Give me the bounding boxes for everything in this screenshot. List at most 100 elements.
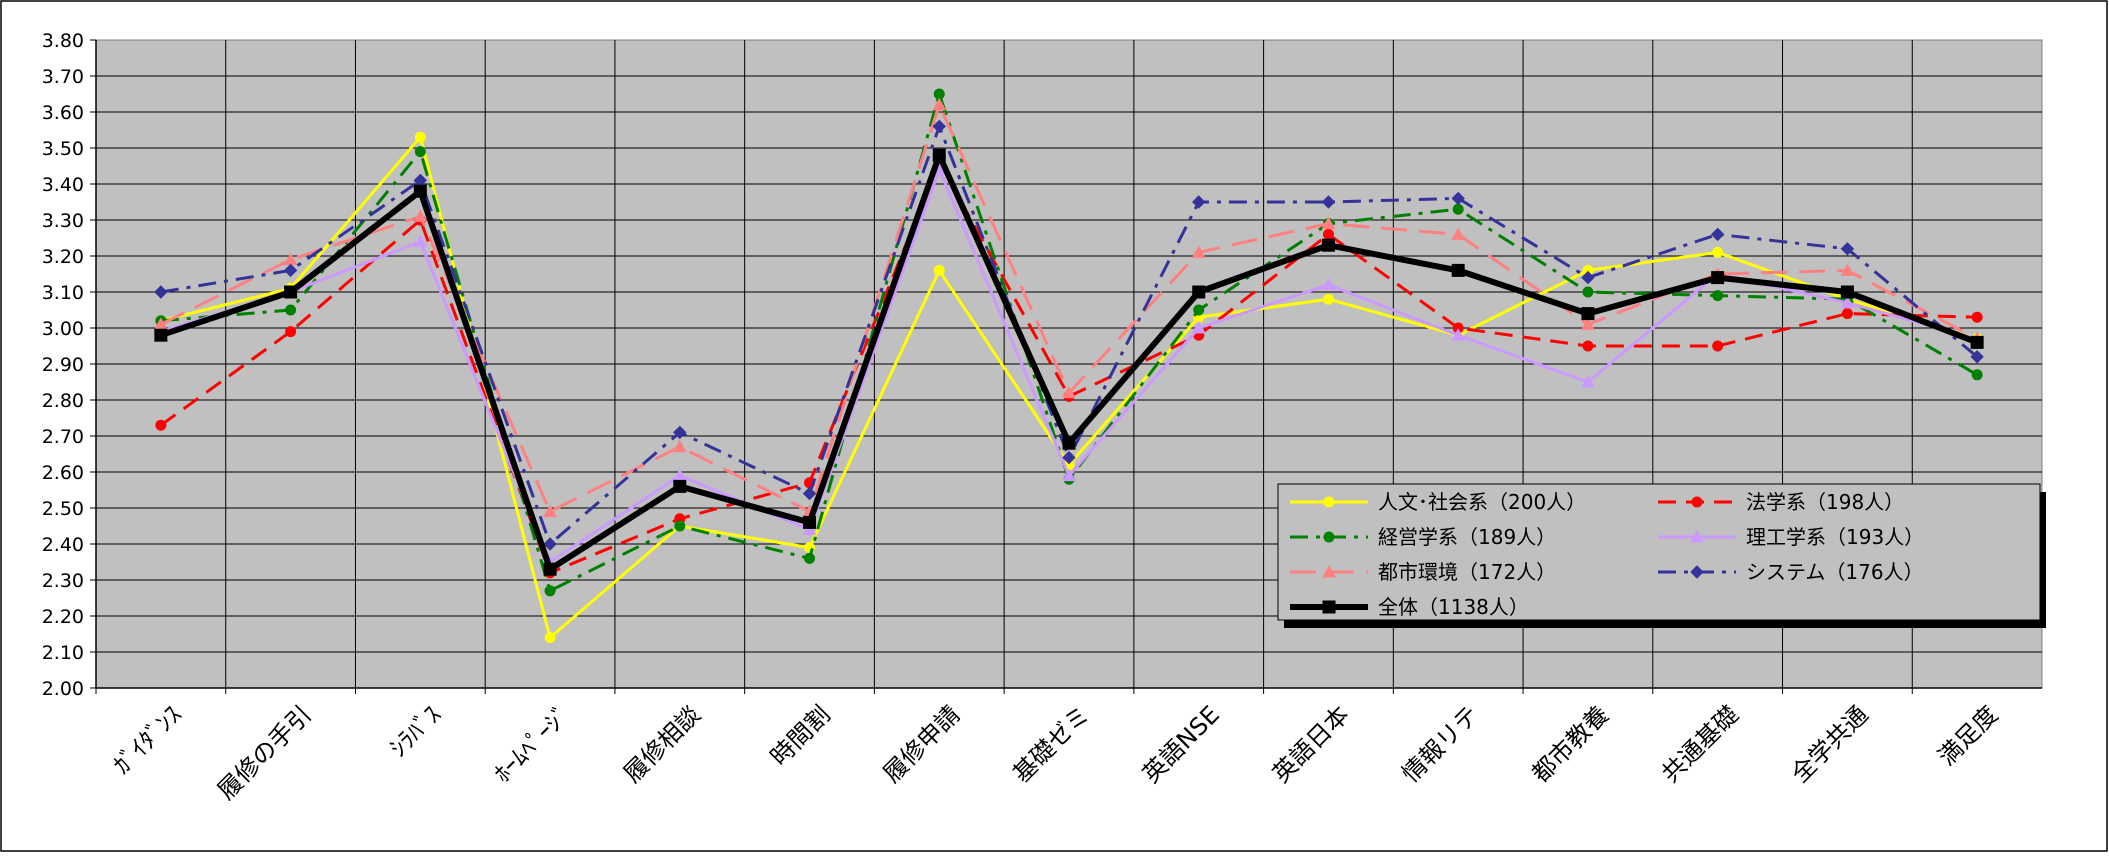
y-tick-label: 2.40 [42, 534, 84, 556]
data-point [674, 520, 686, 532]
data-point [1321, 277, 1336, 291]
y-tick-label: 3.70 [42, 66, 84, 88]
data-point [1062, 385, 1076, 399]
data-point [285, 326, 297, 338]
data-point [1581, 374, 1595, 388]
data-point [1321, 195, 1336, 209]
legend-box [1277, 483, 2041, 621]
y-tick-label: 3.60 [42, 102, 84, 124]
y-tick-label: 2.30 [42, 570, 84, 592]
data-point [285, 304, 297, 316]
y-tick-label: 3.50 [42, 138, 84, 160]
data-point [413, 209, 428, 222]
y-tick-label: 3.40 [42, 174, 84, 196]
y-tick-label: 2.70 [42, 426, 84, 448]
data-point [804, 552, 816, 564]
legend-label: 法学系（198人） [1746, 490, 1904, 514]
data-point [154, 328, 168, 342]
legend-swatch-marker [1323, 496, 1335, 508]
legend-item: 人文･社会系（200人） [1290, 490, 1586, 514]
data-point [543, 562, 557, 576]
data-point [673, 479, 687, 493]
data-point [154, 285, 168, 299]
data-point [1971, 369, 1983, 381]
legend-item: 経営学系（189人） [1290, 525, 1556, 549]
y-tick-label: 3.00 [42, 318, 84, 340]
data-point [1840, 295, 1855, 309]
data-point [1451, 191, 1465, 206]
data-point [1193, 304, 1205, 316]
data-point [932, 148, 946, 162]
data-point [932, 97, 947, 111]
data-point [1581, 270, 1595, 285]
legend-swatch-marker [1690, 529, 1704, 543]
data-point [413, 184, 427, 198]
legend-label: 人文･社会系（200人） [1378, 490, 1586, 514]
data-point [1971, 311, 1983, 323]
data-point [1452, 203, 1464, 215]
data-point [1451, 227, 1466, 240]
series-line [159, 160, 1978, 575]
legend-swatch-marker [1323, 531, 1335, 543]
y-tick-label: 3.10 [42, 282, 84, 304]
legend-label: 経営学系（189人） [1378, 525, 1556, 549]
data-point [1711, 271, 1725, 285]
data-point [544, 632, 556, 644]
data-point [803, 515, 817, 529]
legend-swatch-marker [1691, 496, 1703, 508]
data-point [543, 537, 557, 551]
data-point [1581, 317, 1595, 330]
data-point [1840, 285, 1854, 299]
data-point [1582, 286, 1594, 298]
data-point [1582, 340, 1594, 352]
data-point [543, 504, 557, 518]
data-point [284, 285, 298, 299]
legend-item: 法学系（198人） [1658, 490, 1904, 514]
y-tick-label: 2.90 [42, 354, 84, 376]
y-tick-label: 2.50 [42, 498, 84, 520]
data-point [1841, 308, 1853, 320]
legend-label: 都市環境（172人） [1378, 560, 1556, 584]
data-point [933, 264, 945, 276]
data-point [672, 439, 687, 453]
data-point [1451, 328, 1466, 341]
data-point [1970, 335, 1984, 349]
legend-swatch-marker [1322, 564, 1336, 578]
data-point [933, 88, 945, 100]
data-point [1192, 285, 1206, 299]
series-line [160, 92, 1978, 593]
data-point [1321, 216, 1336, 230]
series-6 [154, 148, 1984, 576]
data-point [544, 585, 556, 597]
data-point [1712, 340, 1724, 352]
data-point [673, 425, 687, 440]
y-tick-label: 2.10 [42, 642, 84, 664]
y-tick-label: 3.80 [42, 30, 84, 52]
data-point [1451, 263, 1465, 277]
data-point [1712, 246, 1724, 258]
legend-item: 全体（1138人） [1290, 595, 1529, 619]
data-point [1322, 293, 1334, 305]
series-5 [154, 119, 1984, 551]
data-point [1840, 263, 1855, 276]
data-point [1840, 242, 1855, 256]
y-tick-label: 2.00 [42, 678, 84, 700]
legend-label: 全体（1138人） [1378, 595, 1529, 619]
legend-label: 理工学系（193人） [1746, 525, 1924, 549]
y-tick-label: 2.20 [42, 606, 84, 628]
legend-item: 都市環境（172人） [1290, 560, 1556, 584]
data-point [283, 263, 298, 278]
data-point [414, 146, 426, 158]
data-point [802, 486, 817, 501]
legend: 人文･社会系（200人） 法学系（198人） 経営学系（189人） 理工学系（193人… [1277, 483, 2046, 628]
data-point [1710, 227, 1725, 242]
data-point [155, 419, 167, 431]
y-tick-label: 3.20 [42, 246, 84, 268]
y-tick-label: 2.60 [42, 462, 84, 484]
legend-swatch-marker [1690, 565, 1704, 579]
data-point [1191, 245, 1206, 258]
data-point [1192, 195, 1206, 209]
legend-swatch-marker [1322, 600, 1336, 614]
data-point [802, 522, 817, 536]
data-point [1191, 320, 1206, 334]
